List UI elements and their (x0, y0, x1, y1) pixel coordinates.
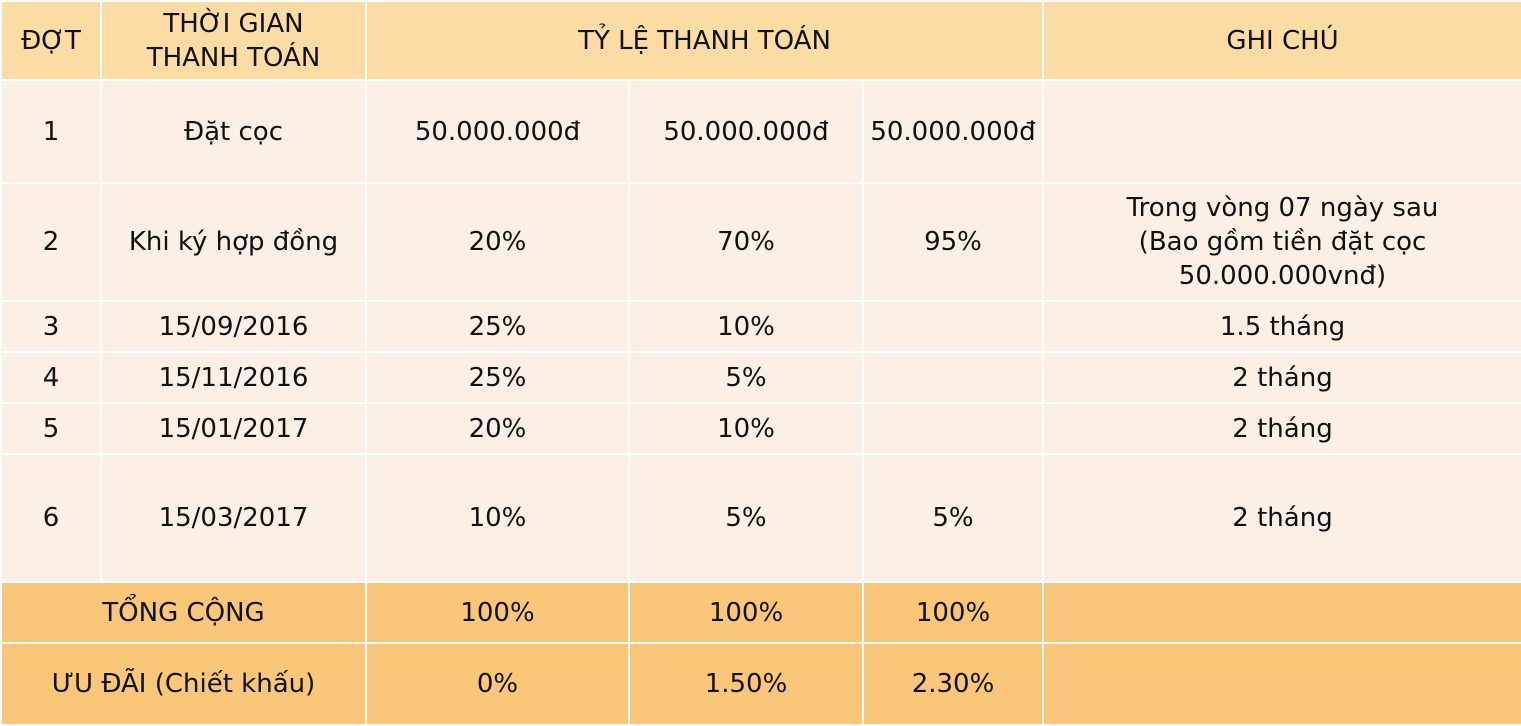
header-note: GHI CHÚ (1042, 0, 1521, 81)
cell-time: 15/03/2017 (100, 453, 367, 583)
cell-note: 1.5 tháng (1042, 300, 1521, 353)
header-dot: ĐỢT (0, 0, 102, 81)
total-plan3: 100% (862, 581, 1044, 644)
cell-plan1: 25% (365, 351, 630, 404)
cell-plan2: 5% (628, 351, 864, 404)
discount-note (1042, 642, 1521, 726)
cell-plan3 (862, 402, 1044, 455)
cell-note: 2 tháng (1042, 453, 1521, 583)
table-row: 6 15/03/2017 10% 5% 5% 2 tháng (0, 453, 1521, 583)
cell-time: Đặt cọc (100, 79, 367, 184)
total-note (1042, 581, 1521, 644)
discount-plan2: 1.50% (628, 642, 864, 726)
cell-note: Trong vòng 07 ngày sau (Bao gồm tiền đặt… (1042, 182, 1521, 302)
cell-dot: 2 (0, 182, 102, 302)
cell-time: Khi ký hợp đồng (100, 182, 367, 302)
discount-row: ƯU ĐÃI (Chiết khấu) 0% 1.50% 2.30% (0, 642, 1521, 726)
cell-time: 15/01/2017 (100, 402, 367, 455)
cell-plan3: 50.000.000đ (862, 79, 1044, 184)
table-row: 1 Đặt cọc 50.000.000đ 50.000.000đ 50.000… (0, 79, 1521, 184)
cell-plan3 (862, 300, 1044, 353)
cell-dot: 4 (0, 351, 102, 404)
cell-plan1: 10% (365, 453, 630, 583)
cell-plan2: 10% (628, 300, 864, 353)
cell-note: 2 tháng (1042, 351, 1521, 404)
cell-plan2: 50.000.000đ (628, 79, 864, 184)
cell-dot: 1 (0, 79, 102, 184)
table-row: 2 Khi ký hợp đồng 20% 70% 95% Trong vòng… (0, 182, 1521, 302)
discount-label: ƯU ĐÃI (Chiết khấu) (0, 642, 367, 726)
cell-time: 15/11/2016 (100, 351, 367, 404)
cell-plan3 (862, 351, 1044, 404)
cell-plan1: 20% (365, 182, 630, 302)
cell-plan2: 10% (628, 402, 864, 455)
total-plan2: 100% (628, 581, 864, 644)
cell-dot: 5 (0, 402, 102, 455)
cell-dot: 3 (0, 300, 102, 353)
discount-plan1: 0% (365, 642, 630, 726)
cell-note: 2 tháng (1042, 402, 1521, 455)
header-time: THỜI GIAN THANH TOÁN (100, 0, 367, 81)
header-rate: TỶ LỆ THANH TOÁN (365, 0, 1044, 81)
cell-dot: 6 (0, 453, 102, 583)
cell-time: 15/09/2016 (100, 300, 367, 353)
header-row: ĐỢT THỜI GIAN THANH TOÁN TỶ LỆ THANH TOÁ… (0, 0, 1521, 81)
table-row: 3 15/09/2016 25% 10% 1.5 tháng (0, 300, 1521, 353)
table-row: 5 15/01/2017 20% 10% 2 tháng (0, 402, 1521, 455)
cell-plan1: 20% (365, 402, 630, 455)
total-plan1: 100% (365, 581, 630, 644)
total-row: TỔNG CỘNG 100% 100% 100% (0, 581, 1521, 644)
cell-plan3: 95% (862, 182, 1044, 302)
cell-plan1: 50.000.000đ (365, 79, 630, 184)
discount-plan3: 2.30% (862, 642, 1044, 726)
cell-plan2: 70% (628, 182, 864, 302)
cell-plan1: 25% (365, 300, 630, 353)
cell-plan3: 5% (862, 453, 1044, 583)
cell-note (1042, 79, 1521, 184)
table-row: 4 15/11/2016 25% 5% 2 tháng (0, 351, 1521, 404)
cell-plan2: 5% (628, 453, 864, 583)
total-label: TỔNG CỘNG (0, 581, 367, 644)
